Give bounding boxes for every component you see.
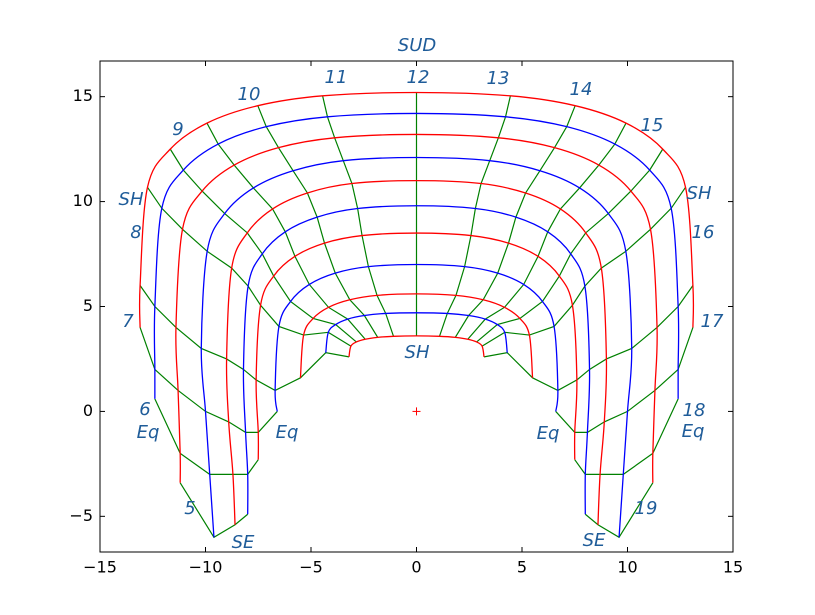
annotation: SE [583,530,606,551]
annotation: 11 [325,67,348,88]
y-tick-label: 5 [83,296,93,315]
declination-line [225,179,608,525]
annotation: 8 [130,222,141,243]
declination-line [153,112,680,399]
annotation: 6 [139,399,150,420]
declination-line [175,133,658,483]
hour-line [139,327,278,433]
annotation: Eq [276,422,299,443]
hour-line [555,327,694,433]
declination-line [274,263,559,412]
annotation: 5 [184,498,195,519]
declination-line [200,156,633,538]
declination-line [255,232,578,460]
annotation: SH [119,189,144,210]
x-tick-label: 15 [723,558,743,577]
plot-area [138,91,695,539]
annotation: 12 [407,67,430,88]
annotation: 19 [635,498,658,519]
annotation: 9 [172,119,183,140]
annotation: 18 [683,400,706,421]
y-tick-label: −5 [69,506,93,525]
annotation: SUD [398,35,436,56]
x-tick-label: −5 [299,558,323,577]
annotation: 14 [570,79,593,100]
x-tick-label: 5 [517,558,527,577]
annotation: SE [232,532,255,553]
annotation: 7 [122,311,134,332]
annotation: 17 [701,311,724,332]
annotation: 13 [487,68,510,89]
x-tick-label: 10 [617,558,637,577]
x-tick-label: −15 [83,558,117,577]
declination-line [138,91,695,328]
declination-line [242,205,591,515]
y-tick-label: 10 [73,191,93,210]
hour-line [154,398,259,475]
x-tick-label: −10 [189,558,223,577]
declination-line [299,293,534,378]
annotation: Eq [537,423,560,444]
annotation: 16 [692,222,715,243]
y-tick-label: 15 [73,86,93,105]
x-tick-label: 0 [411,558,421,577]
annotation: 15 [641,115,664,136]
declination-line [348,335,485,357]
hour-line [584,482,654,539]
y-tick-label: 0 [83,401,93,420]
hour-line [179,482,249,539]
hour-line [574,398,679,475]
annotation: SH [687,183,712,204]
declination-line [325,312,508,353]
annotation: 10 [238,84,261,105]
annotation: Eq [137,422,160,443]
annotation: SH [405,342,430,363]
annotation: Eq [682,421,705,442]
